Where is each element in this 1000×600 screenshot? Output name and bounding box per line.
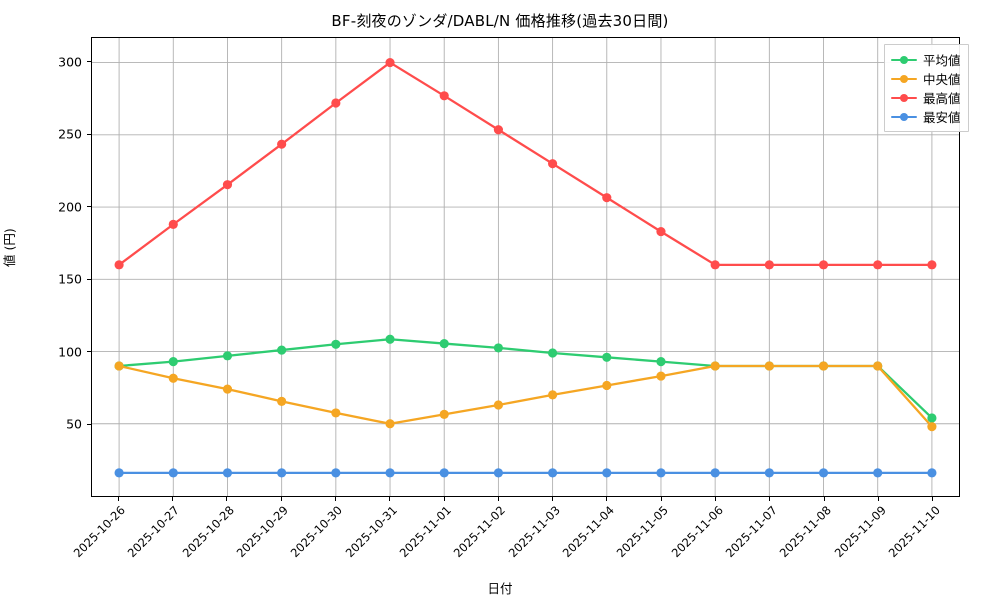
x-tick-mark [606, 497, 608, 501]
x-tick-label: 2025-11-04 [559, 503, 617, 561]
y-axis-label: 値 (円) [2, 228, 17, 267]
x-tick-mark [334, 497, 336, 501]
x-tick-label: 2025-11-01 [396, 503, 454, 561]
x-axis-label: 日付 [487, 581, 513, 596]
x-tick-mark [497, 497, 499, 501]
x-tick-mark [769, 497, 771, 501]
x-tick-label: 2025-11-03 [505, 503, 563, 561]
legend-swatch-icon [891, 111, 917, 123]
x-tick-label: 2025-11-07 [722, 503, 780, 561]
x-tick-mark [715, 497, 717, 501]
x-tick-label: 2025-11-05 [614, 503, 672, 561]
x-tick-label: 2025-11-08 [776, 503, 835, 561]
x-tick-mark [171, 497, 173, 501]
legend-swatch-icon [891, 92, 917, 104]
chart-legend: 平均値中央値最高値最安値 [884, 44, 969, 132]
x-tick-mark [878, 497, 880, 501]
x-tick-mark [660, 497, 662, 501]
legend-item-4[interactable]: 最安値 [891, 107, 961, 126]
x-tick-label: 2025-10-29 [233, 503, 291, 561]
legend-swatch-icon [891, 73, 917, 85]
x-tick-mark [226, 497, 228, 501]
x-tick-label: 2025-11-06 [668, 503, 726, 561]
legend-label: 平均値 [923, 53, 961, 68]
x-tick-label: 2025-10-30 [288, 503, 346, 561]
legend-swatch-icon [891, 54, 917, 66]
x-tick-mark [389, 497, 391, 501]
x-tick-label: 2025-10-26 [70, 503, 129, 561]
x-tick-mark [117, 497, 119, 501]
legend-label: 最安値 [923, 110, 961, 125]
x-tick-label: 2025-10-31 [342, 503, 400, 561]
chart-title: BF-刻夜のゾンダ/DABL/N 価格推移(過去30日間) [331, 12, 669, 30]
legend-item-3[interactable]: 最高値 [891, 88, 961, 107]
legend-item-1[interactable]: 平均値 [891, 50, 961, 69]
x-tick-mark [280, 497, 282, 501]
x-tick-label: 2025-11-10 [885, 503, 943, 561]
x-tick-label: 2025-11-02 [451, 503, 509, 561]
x-tick-mark [552, 497, 554, 501]
x-tick-label: 2025-11-09 [831, 503, 889, 561]
legend-label: 中央値 [923, 72, 961, 87]
legend-label: 最高値 [923, 91, 961, 106]
plot-area [91, 37, 960, 497]
chart-series-layer [114, 57, 937, 478]
x-tick-label: 2025-10-28 [179, 503, 237, 561]
x-tick-label: 2025-10-27 [125, 503, 183, 561]
x-tick-mark [443, 497, 445, 501]
x-tick-mark [932, 497, 934, 501]
x-tick-mark [823, 497, 825, 501]
legend-item-2[interactable]: 中央値 [891, 69, 961, 88]
